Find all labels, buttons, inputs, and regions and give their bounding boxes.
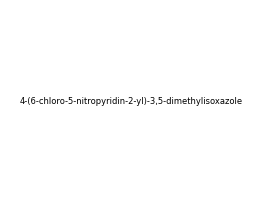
Text: 4-(6-chloro-5-nitropyridin-2-yl)-3,5-dimethylisoxazole: 4-(6-chloro-5-nitropyridin-2-yl)-3,5-dim… [20, 97, 243, 106]
